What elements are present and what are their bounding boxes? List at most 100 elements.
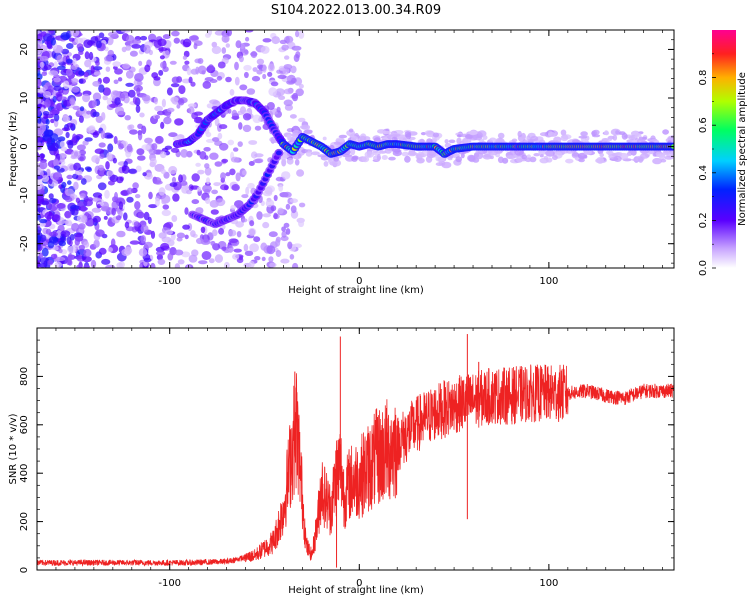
spectrogram-halo-blob	[615, 130, 620, 135]
spectrogram-noise-blob	[156, 110, 165, 116]
spectrogram-noise-blob	[44, 99, 51, 108]
spectrogram-noise-blob	[160, 151, 167, 159]
spectrogram-noise-blob	[281, 230, 287, 238]
spectrogram-noise-blob	[218, 228, 225, 235]
spectrogram-noise-blob	[293, 54, 300, 62]
spectrogram-noise-blob	[68, 37, 75, 42]
spectrogram-halo-blob	[638, 156, 644, 163]
spectrogram-noise-blob	[173, 37, 180, 44]
spectrogram-noise-blob	[285, 228, 291, 235]
snr-y-tick-label: 400	[19, 464, 30, 483]
spectrogram-noise-blob	[116, 230, 126, 238]
spectrogram-noise-blob	[57, 136, 66, 142]
spectrogram-noise-blob	[124, 115, 131, 121]
spectrogram-noise-blob	[170, 232, 176, 241]
spectrogram-noise-blob	[170, 83, 180, 88]
spectrogram-noise-blob	[117, 111, 126, 116]
spectrogram-noise-blob	[158, 47, 168, 52]
spectrogram-halo-blob	[489, 137, 497, 142]
spectrogram-halo-blob	[506, 155, 515, 159]
spectrogram-noise-blob	[254, 256, 261, 261]
spectrogram-noise-blob	[129, 240, 140, 245]
spectrogram-noise-blob	[52, 172, 63, 181]
spectrogram-noise-blob	[158, 69, 164, 76]
spectrogram-halo-blob	[580, 131, 588, 137]
spectrogram-noise-blob	[53, 158, 59, 166]
spectrogram-noise-blob	[84, 59, 92, 68]
spectrogram-noise-blob	[78, 78, 84, 84]
spectrogram-x-tick-label: -100	[158, 276, 181, 287]
spectrogram-noise-blob	[238, 122, 243, 130]
spectrogram-noise-blob	[93, 71, 101, 76]
spectrogram-noise-blob	[266, 102, 275, 110]
spectrogram-noise-blob	[275, 176, 284, 182]
spectrogram-noise-blob	[248, 140, 258, 145]
spectrogram-noise-blob	[94, 148, 105, 154]
spectrogram-halo-blob	[435, 156, 446, 162]
spectrogram-noise-blob	[132, 96, 138, 105]
snr-frame	[36, 327, 675, 571]
spectrogram-noise-blob	[171, 30, 180, 37]
spectrogram-noise-blob	[105, 66, 111, 72]
spectrogram-noise-blob	[90, 65, 95, 74]
spectrogram-noise-blob	[140, 35, 148, 41]
spectrogram-noise-blob	[188, 254, 198, 263]
spectrogram-halo-blob	[578, 135, 588, 139]
spectrogram-lower-arm-point-core	[275, 150, 282, 156]
spectrogram-noise-blob	[37, 213, 41, 221]
spectrogram-noise-blob	[242, 113, 252, 121]
spectrogram-noise-blob	[176, 237, 183, 242]
spectrogram-noise-blob	[88, 51, 94, 61]
spectrogram-noise-blob	[199, 151, 207, 160]
spectrogram-noise-blob	[91, 197, 101, 202]
spectrogram-halo-blob	[359, 135, 367, 142]
spectrogram-noise-blob	[165, 221, 174, 229]
spectrogram-noise-blob	[68, 239, 73, 246]
spectrogram-noise-blob	[268, 256, 274, 263]
spectrogram-noise-blob	[233, 147, 239, 152]
spectrogram-halo-blob	[348, 128, 354, 133]
spectrogram-noise-blob	[184, 60, 190, 65]
spectrogram-noise-blob	[215, 198, 226, 207]
spectrogram-noise-blob	[140, 224, 149, 233]
spectrogram-noise-blob	[298, 30, 305, 39]
spectrogram-noise-blob	[50, 118, 55, 124]
spectrogram-halo-blob	[539, 157, 549, 164]
spectrogram-noise-blob	[261, 256, 266, 262]
spectrogram-noise-blob	[150, 262, 156, 268]
spectrogram-noise-blob	[66, 122, 74, 128]
spectrogram-noise-blob	[224, 261, 230, 268]
spectrogram-noise-blob	[37, 136, 44, 143]
spectrogram-noise-blob	[107, 247, 114, 253]
spectrogram-noise-blob	[50, 37, 57, 46]
spectrogram-noise-blob	[106, 134, 114, 139]
spectrogram-noise-blob	[66, 58, 73, 64]
spectrogram-noise-blob	[132, 182, 139, 190]
spectrogram-halo-blob	[604, 130, 610, 136]
spectrogram-noise-blob	[239, 106, 247, 115]
spectrogram-halo-blob	[547, 132, 556, 137]
spectrogram-noise-blob	[107, 31, 118, 37]
spectrogram-halo-blob	[441, 161, 452, 169]
spectrogram-noise-blob	[43, 64, 52, 71]
spectrogram-noise-blob	[140, 235, 147, 244]
spectrogram-noise-blob	[148, 204, 158, 209]
spectrogram-noise-blob	[53, 77, 61, 83]
spectrogram-noise-blob	[39, 160, 48, 170]
spectrogram-noise-blob	[64, 210, 72, 219]
spectrogram-noise-blob	[112, 157, 117, 164]
spectrogram-halo-blob	[583, 155, 588, 159]
spectrogram-halo-blob	[612, 134, 618, 141]
spectrogram-noise-blob	[277, 74, 287, 79]
spectrogram-noise-blob	[188, 76, 193, 84]
spectrogram-halo-blob	[468, 130, 478, 135]
spectrogram-halo-blob	[526, 135, 531, 142]
spectrogram-noise-blob	[298, 117, 306, 123]
spectrogram-noise-blob	[241, 194, 249, 199]
spectrogram-noise-blob	[227, 108, 232, 114]
spectrogram-noise-blob	[81, 215, 88, 224]
spectrogram-noise-blob	[62, 115, 70, 123]
spectrogram-noise-blob	[134, 201, 141, 210]
spectrogram-noise-blob	[187, 103, 197, 108]
